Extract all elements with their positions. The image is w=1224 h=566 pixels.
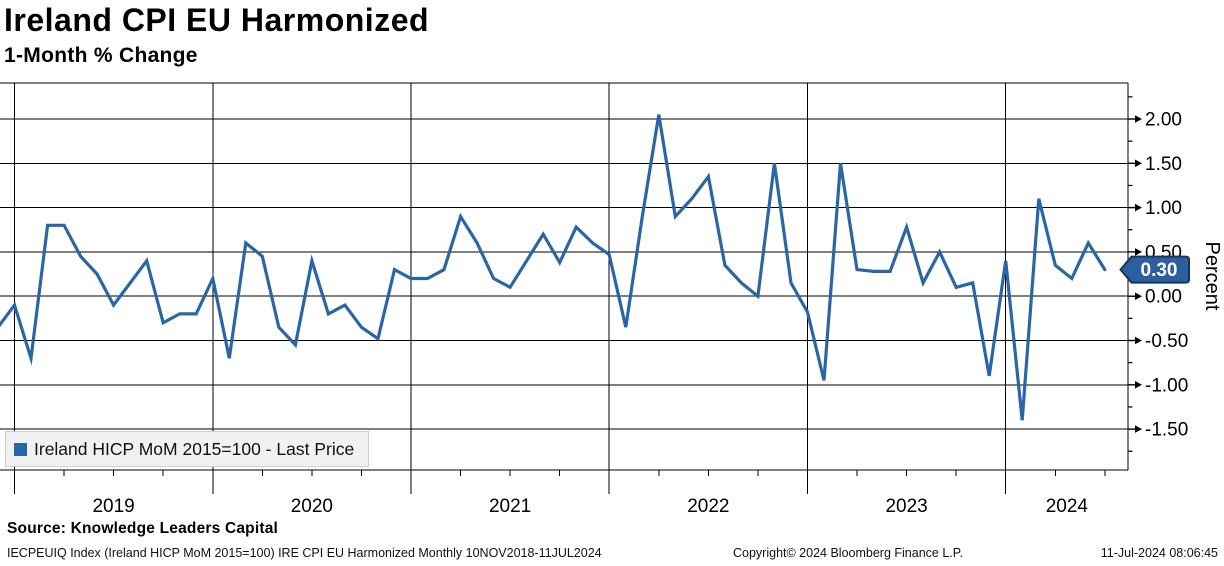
y-tick-label: 0.00 — [1145, 287, 1182, 308]
y-tick-label: 2.00 — [1145, 110, 1182, 131]
footer-copyright: Copyright© 2024 Bloomberg Finance L.P. — [733, 546, 963, 560]
last-price-badge — [1119, 255, 1190, 284]
y-tick-label: -1.00 — [1145, 375, 1188, 396]
y-tick-label: 1.50 — [1145, 154, 1182, 175]
x-tick-label: 2021 — [489, 496, 531, 517]
x-tick-label: 2020 — [291, 496, 333, 517]
last-price-value: 0.30 — [1141, 260, 1178, 281]
x-tick-label: 2023 — [885, 496, 927, 517]
y-tick-label: -0.50 — [1145, 331, 1188, 352]
y-tick-arrow — [1135, 203, 1142, 212]
y-tick-arrow — [1135, 159, 1142, 168]
y-tick-arrow — [1135, 425, 1142, 433]
footer-timestamp: 11-Jul-2024 08:06:45 — [1100, 546, 1218, 560]
x-tick-label: 2024 — [1046, 496, 1089, 517]
y-tick-arrow — [1135, 115, 1142, 123]
price-line — [0, 114, 1107, 421]
page-subtitle: 1-Month % Change — [4, 44, 198, 67]
footer-security-info: IECPEUIQ Index (Ireland HICP MoM 2015=10… — [7, 546, 602, 560]
y-axis-title: Percent — [1201, 242, 1223, 311]
x-tick-label: 2019 — [92, 496, 134, 517]
legend-swatch — [14, 442, 27, 456]
y-tick-label: 1.00 — [1145, 198, 1182, 219]
source-line: Source: Knowledge Leaders Capital — [7, 520, 279, 537]
y-tick-arrow — [1135, 292, 1142, 300]
legend-label: Ireland HICP MoM 2015=100 - Last Price — [34, 438, 355, 459]
y-tick-arrow — [1135, 336, 1142, 345]
y-tick-arrow — [1135, 248, 1142, 256]
y-tick-label: -1.50 — [1145, 420, 1188, 441]
page-title: Ireland CPI EU Harmonized — [4, 2, 430, 38]
x-tick-label: 2022 — [687, 496, 729, 517]
y-tick-arrow — [1135, 381, 1142, 389]
legend-box: Ireland HICP MoM 2015=100 - Last Price — [5, 431, 370, 467]
